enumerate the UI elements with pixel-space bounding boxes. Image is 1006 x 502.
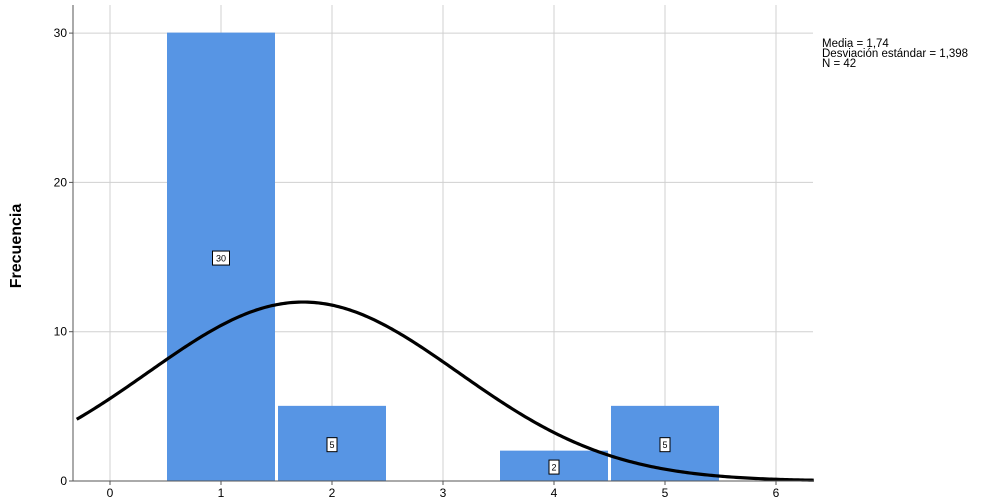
n-label: N = 42	[822, 58, 857, 70]
bar-label-box-4	[548, 459, 560, 475]
x-tick-label-3: 3	[440, 486, 447, 500]
normal-curve	[75, 300, 814, 482]
x-tick-label-1: 1	[218, 486, 225, 500]
tick-labels: 0 1 2 3 4 5 6 0 10 20 30	[54, 26, 780, 500]
x-tick-label-5: 5	[662, 486, 669, 500]
mean-label: Media = 1,74	[822, 38, 889, 50]
bar-label-4: 2	[551, 463, 556, 473]
bar-label-5: 5	[662, 440, 667, 450]
bar-labels: 30 5 2 5	[212, 250, 671, 475]
x-tick-label-6: 6	[773, 486, 780, 500]
y-tick-label-0: 0	[60, 474, 67, 488]
normal-curve-group	[75, 300, 814, 482]
x-tick-label-4: 4	[551, 486, 558, 500]
bar-label-2: 5	[329, 440, 334, 450]
y-tick-label-30: 30	[54, 26, 68, 40]
statistics-box: Media = 1,74 Desviación estándar = 1,398…	[822, 38, 969, 70]
y-tick-label-20: 20	[54, 175, 68, 189]
bar-label-1: 30	[216, 254, 226, 264]
y-axis-label: Frecuencia	[8, 204, 25, 289]
y-tick-label-10: 10	[54, 325, 68, 339]
x-tick-label-2: 2	[329, 486, 336, 500]
x-tick-label-0: 0	[107, 486, 114, 500]
bar-label-box-5	[659, 437, 671, 453]
bar-label-box-2	[326, 437, 338, 453]
sd-label: Desviación estándar = 1,398	[822, 48, 969, 60]
bar-label-box-1	[212, 250, 230, 266]
